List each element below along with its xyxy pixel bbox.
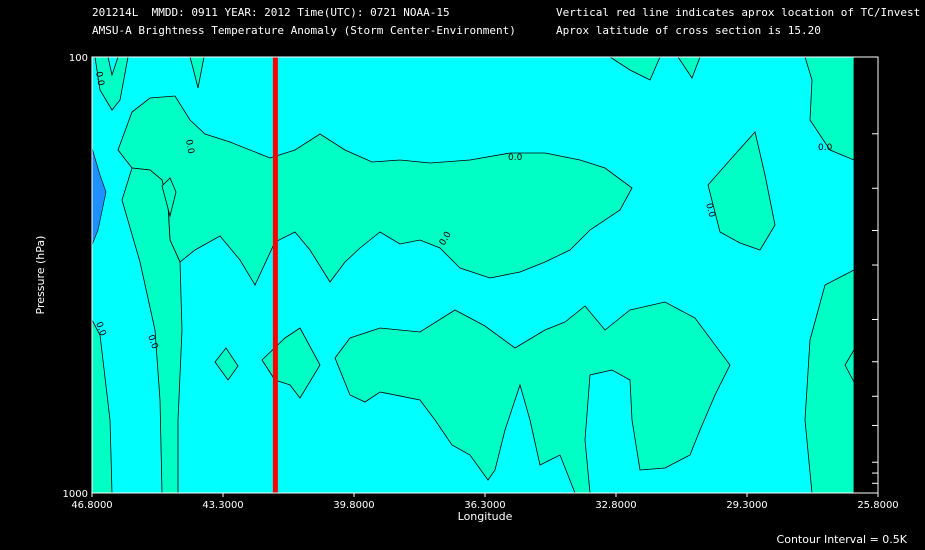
positive-regions — [91, 56, 855, 494]
contour-label: 0.0 — [145, 334, 159, 351]
region-small-blob-1 — [214, 347, 239, 381]
y-tick-label: 1000 — [63, 489, 88, 500]
contour-label: 0.0 — [703, 202, 716, 219]
region-right-upper — [707, 131, 776, 251]
header-line1-right: Vertical red line indicates aprox locati… — [556, 6, 921, 19]
x-tick-label: 29.3000 — [726, 500, 767, 511]
y-axis-title: Pressure (hPa) — [34, 236, 47, 315]
x-axis-title: Longitude — [458, 510, 513, 523]
header-line2-right: Aprox latitude of cross section is 15.20 — [556, 24, 821, 37]
contour-label: 0.0 — [93, 71, 105, 87]
x-tick-label: 46.8000 — [71, 500, 112, 511]
x-tick-label: 43.3000 — [202, 500, 243, 511]
contour-label: 0.0 — [508, 153, 523, 163]
region-upper-band — [117, 95, 633, 286]
region-small-blob-2 — [161, 177, 177, 218]
y-tick-label: 100 — [69, 53, 88, 64]
y-axis: 100 1000 — [63, 53, 878, 500]
contour-interval: Contour Interval = 0.5K — [776, 533, 907, 546]
contour-label: 0.0 — [183, 139, 195, 155]
x-tick-label: 32.8000 — [595, 500, 636, 511]
contour-label: 0.0 — [93, 321, 107, 338]
contour-label: 0.0 — [818, 143, 833, 153]
header-line2-left: AMSU-A Brightness Temperature Anomaly (S… — [92, 24, 516, 37]
x-tick-label: 25.8000 — [857, 500, 898, 511]
region-bottom-right-nub — [844, 348, 855, 383]
x-tick-label: 36.3000 — [464, 500, 505, 511]
x-tick-label: 39.8000 — [333, 500, 374, 511]
header-line1-left: 201214L MMDD: 0911 YEAR: 2012 Time(UTC):… — [92, 6, 450, 19]
x-axis: 46.8000 43.3000 39.8000 36.3000 32.8000 29.30… — [71, 493, 899, 511]
